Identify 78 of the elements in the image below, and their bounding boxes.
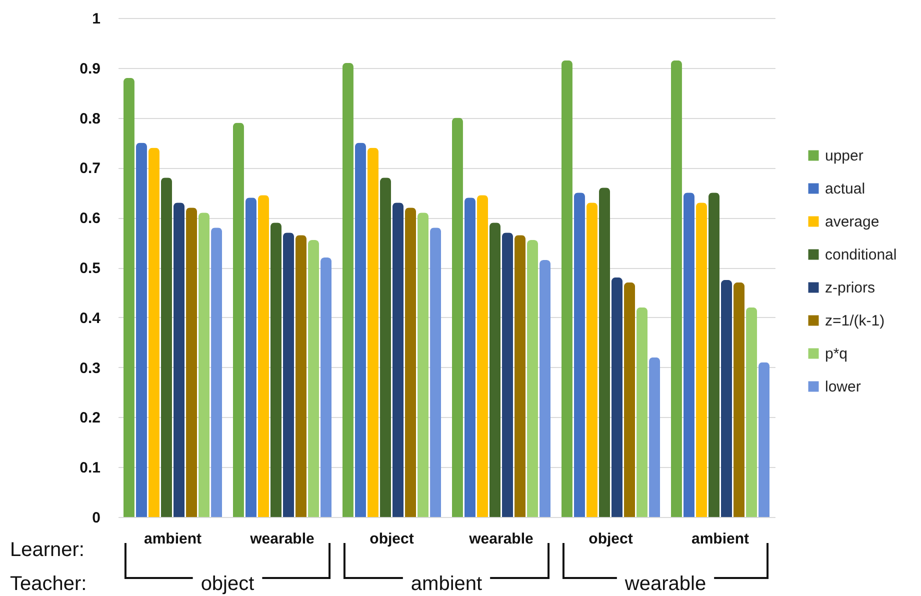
bar [283, 232, 294, 517]
y-tick-label: 0.1 [80, 460, 100, 477]
bar [746, 307, 758, 517]
x-tick-label: ambient [691, 530, 750, 548]
text: ambient [410, 573, 483, 595]
bar [186, 208, 198, 517]
bar [708, 192, 720, 517]
bar [464, 198, 476, 517]
bar [696, 202, 707, 517]
bar [367, 148, 378, 517]
bar [405, 208, 416, 517]
y-tick-label: 0 [92, 510, 100, 526]
legend-label: p*q [825, 346, 848, 362]
bar [586, 202, 598, 517]
legend-label: z=1/(k-1) [825, 312, 885, 330]
bar [514, 235, 526, 517]
bar [174, 202, 185, 517]
bar [430, 228, 442, 517]
bar [502, 232, 514, 517]
y-tick-label: 0.8 [80, 110, 100, 128]
bar [598, 188, 610, 517]
bar [489, 222, 500, 517]
bar [721, 280, 732, 517]
bar [649, 357, 660, 517]
bar [624, 282, 636, 517]
legend-label: z-priors [825, 280, 876, 296]
y-tick-label: 0.3 [80, 360, 100, 377]
bar [380, 178, 391, 517]
legend-label: average [825, 214, 880, 230]
bar [270, 222, 282, 517]
text: Learner: [10, 539, 84, 561]
legend-label: upper [825, 148, 864, 164]
bar [258, 195, 269, 517]
bar [320, 258, 332, 517]
y-tick-label: 0.9 [80, 60, 100, 78]
x-tick-label: wearable [249, 530, 314, 548]
y-tick-label: 0.5 [80, 260, 100, 277]
y-tick-label: 0.7 [80, 160, 100, 178]
bar [296, 235, 307, 517]
bar [354, 142, 366, 517]
bar [232, 122, 244, 517]
x-tick-label: object [370, 530, 414, 548]
x-tick-label: wearable [468, 530, 534, 548]
bar [734, 282, 745, 517]
legend-label: lower [825, 378, 861, 396]
bar [561, 60, 572, 517]
bar [452, 118, 463, 517]
legend-label: actual [825, 180, 866, 198]
bar [245, 198, 256, 517]
bar [123, 78, 134, 517]
y-tick-label: 1 [92, 10, 100, 28]
y-tick-label: 0.6 [80, 210, 100, 228]
bar [198, 212, 210, 517]
bar [308, 240, 320, 517]
bar [211, 228, 222, 517]
bar [527, 240, 538, 517]
bar [574, 192, 585, 517]
bar [758, 362, 770, 517]
bar [540, 260, 551, 517]
bar [636, 307, 648, 517]
text: object [200, 573, 255, 595]
y-tick-label: 0.4 [80, 310, 102, 327]
legend-label: conditional [825, 246, 897, 264]
y-tick-label: 0.2 [80, 410, 100, 427]
x-tick-label: object [588, 530, 633, 548]
bar [136, 142, 147, 517]
bar [670, 60, 682, 517]
bar [683, 192, 694, 517]
bar [160, 178, 172, 517]
bar [342, 62, 354, 517]
bar [476, 195, 488, 517]
text: Teacher: [10, 573, 87, 595]
x-tick-label: ambient [144, 530, 202, 548]
bar [612, 277, 623, 517]
bar [418, 212, 429, 517]
text: wearable [624, 573, 706, 595]
bar [392, 202, 404, 517]
bar [148, 148, 160, 517]
